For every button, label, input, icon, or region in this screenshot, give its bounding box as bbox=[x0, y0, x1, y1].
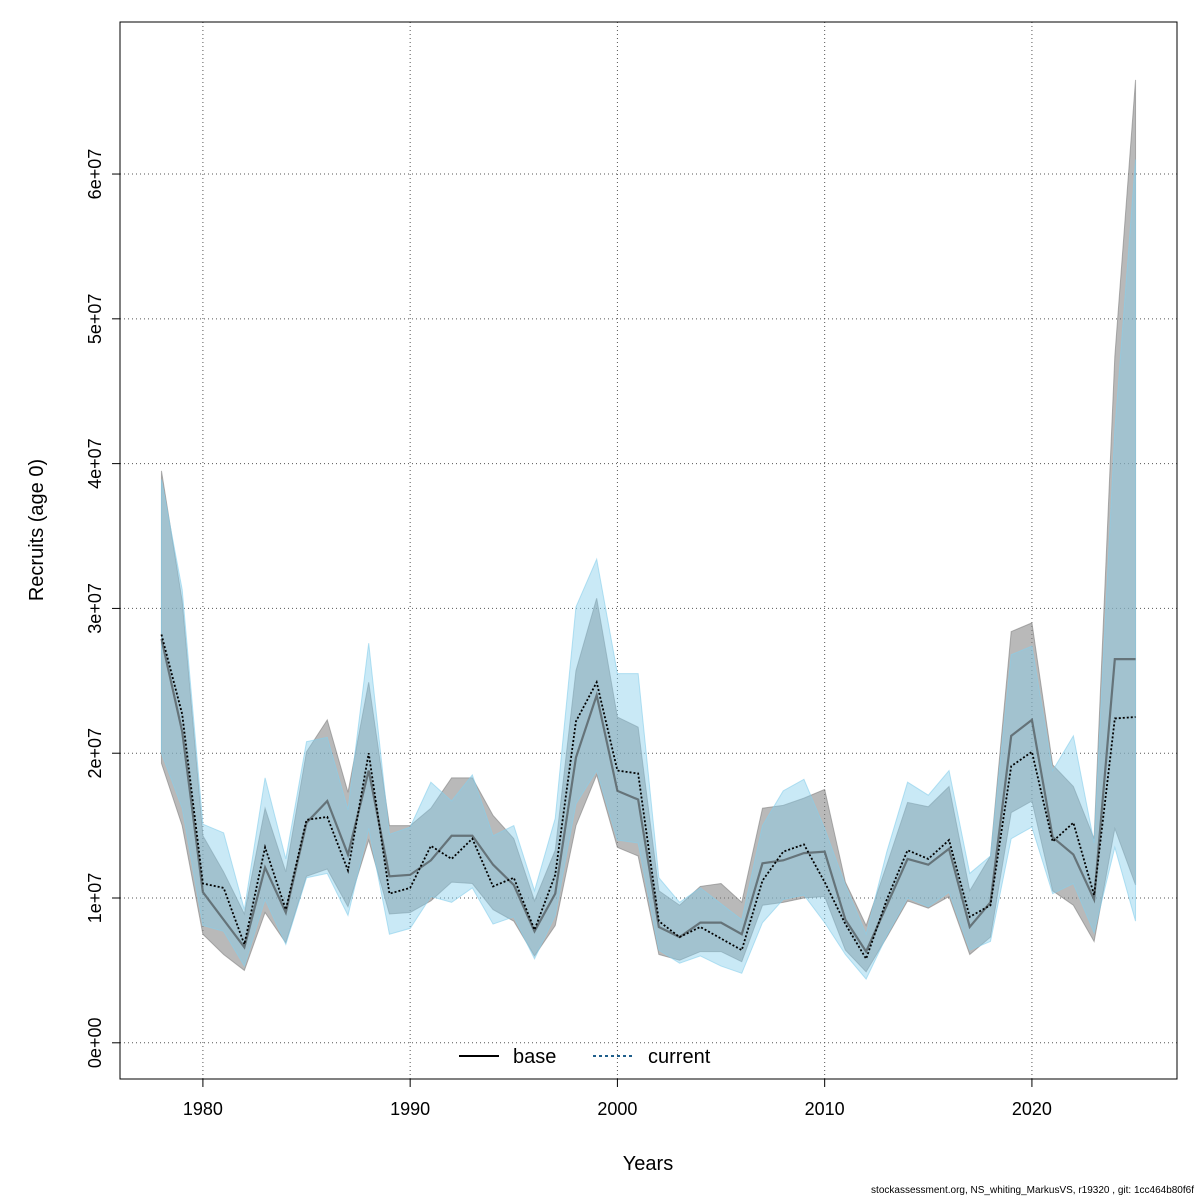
x-tick-label: 1990 bbox=[390, 1099, 430, 1119]
current-series-line bbox=[160, 634, 1136, 961]
y-tick-label: 6e+07 bbox=[85, 149, 105, 200]
y-axis: 0e+00 1e+07 2e+07 3e+07 4e+07 5e+07 6e+07 bbox=[85, 149, 121, 1069]
y-tick-label: 5e+07 bbox=[85, 294, 105, 345]
y-tick-label: 3e+07 bbox=[85, 583, 105, 634]
grid-lines bbox=[120, 22, 1177, 1079]
y-tick-label: 2e+07 bbox=[85, 728, 105, 779]
y-tick-label: 1e+07 bbox=[85, 873, 105, 924]
x-axis-title: Years bbox=[623, 1153, 673, 1175]
x-axis: 1980 1990 2000 2010 2020 bbox=[183, 1078, 1052, 1119]
x-tick-label: 2000 bbox=[597, 1099, 637, 1119]
series-lines bbox=[160, 634, 1136, 961]
x-tick-label: 2010 bbox=[805, 1099, 845, 1119]
base-series-line bbox=[160, 638, 1136, 954]
base-legend-label: base bbox=[513, 1046, 556, 1068]
y-axis-title: Recruits (age 0) bbox=[26, 459, 48, 601]
y-tick-label: 0e+00 bbox=[85, 1018, 105, 1069]
footer-credit: stockassessment.org, NS_whiting_MarkusVS… bbox=[871, 1185, 1194, 1196]
y-tick-label: 4e+07 bbox=[85, 438, 105, 489]
legend: base current bbox=[459, 1046, 711, 1068]
confidence-bands bbox=[160, 79, 1137, 981]
x-tick-label: 1980 bbox=[183, 1099, 223, 1119]
x-tick-label: 2020 bbox=[1012, 1099, 1052, 1119]
current-legend-label: current bbox=[648, 1046, 711, 1068]
current-confidence-band bbox=[160, 159, 1137, 981]
